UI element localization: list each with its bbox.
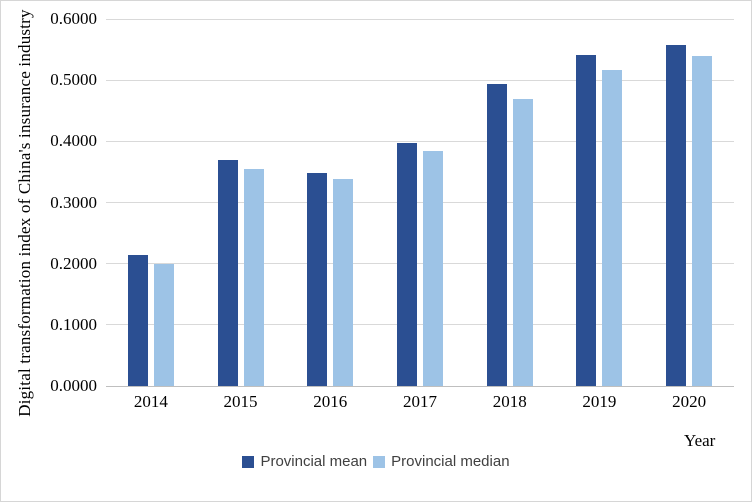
bar-provincial-median-2019 bbox=[602, 69, 623, 386]
legend: Provincial mean Provincial median bbox=[1, 453, 751, 470]
bar-provincial-mean-2018 bbox=[486, 84, 507, 386]
y-tick-label: 0.4000 bbox=[50, 131, 97, 151]
x-tick-label-2014: 2014 bbox=[133, 392, 168, 411]
legend-label-provincial-median: Provincial median bbox=[391, 453, 510, 470]
bar-provincial-mean-2015 bbox=[217, 160, 238, 386]
y-tick-label: 0.1000 bbox=[50, 314, 97, 334]
bar-provincial-median-2018 bbox=[512, 98, 533, 386]
y-tick-label: 0.2000 bbox=[50, 253, 97, 273]
bar-provincial-mean-2017 bbox=[397, 143, 417, 386]
bar-provincial-median-2016 bbox=[333, 178, 354, 386]
bar-provincial-mean-2016 bbox=[307, 172, 328, 386]
bar-provincial-median-2015 bbox=[243, 169, 264, 386]
legend-item-provincial-mean: Provincial mean bbox=[242, 453, 367, 470]
bar-provincial-median-2020 bbox=[692, 56, 713, 386]
x-tick-label-2016: 2016 bbox=[313, 392, 348, 411]
y-gridline bbox=[106, 385, 734, 387]
y-gridline bbox=[106, 140, 734, 142]
y-tick-label: 0.0000 bbox=[50, 376, 97, 395]
y-tick-label: 0.6000 bbox=[50, 9, 97, 28]
legend-item-provincial-median: Provincial median bbox=[373, 453, 510, 470]
bar-provincial-median-2017 bbox=[423, 151, 443, 386]
y-gridline bbox=[106, 324, 734, 326]
x-tick-label-2020: 2020 bbox=[672, 392, 707, 411]
bar-provincial-median-2014 bbox=[153, 263, 174, 386]
y-gridline bbox=[106, 202, 734, 203]
x-tick-label-2015: 2015 bbox=[223, 392, 258, 411]
y-tick-label: 0.3000 bbox=[50, 192, 97, 212]
y-gridline bbox=[106, 18, 734, 20]
legend-label-provincial-mean: Provincial mean bbox=[260, 453, 368, 470]
legend-swatch-provincial-mean bbox=[242, 455, 255, 468]
x-axis-title: Year bbox=[684, 431, 716, 450]
y-axis-title: Digital transformation index of China's … bbox=[15, 9, 34, 417]
bar-provincial-mean-2019 bbox=[576, 55, 597, 386]
bar-provincial-mean-2014 bbox=[127, 255, 148, 386]
x-tick-label-2019: 2019 bbox=[582, 392, 617, 411]
x-tick-label-2017: 2017 bbox=[402, 392, 437, 411]
legend-swatch-provincial-median bbox=[373, 455, 386, 468]
y-gridline bbox=[106, 263, 734, 265]
plot-area bbox=[106, 18, 734, 387]
x-tick-label-2018: 2018 bbox=[492, 392, 527, 411]
y-tick-label: 0.5000 bbox=[50, 70, 97, 90]
bar-provincial-mean-2020 bbox=[666, 45, 687, 386]
y-gridline bbox=[106, 79, 734, 81]
